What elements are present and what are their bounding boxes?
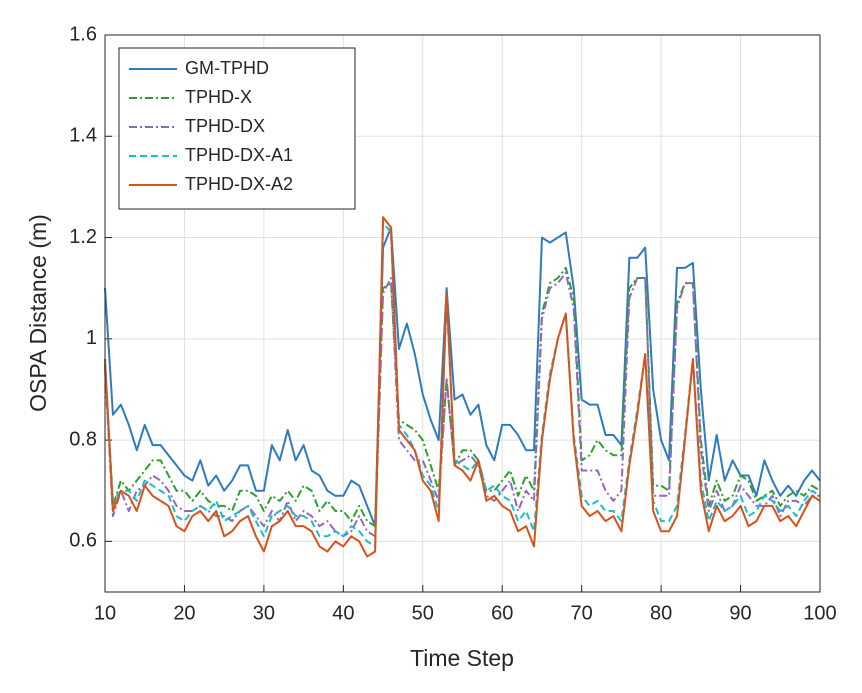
x-tick-label: 70 (571, 602, 593, 624)
x-tick-label: 50 (412, 602, 434, 624)
legend-label: TPHD-DX-A2 (185, 174, 293, 194)
x-tick-label: 20 (173, 602, 195, 624)
x-axis-label: Time Step (410, 645, 514, 671)
legend-label: TPHD-DX (185, 116, 265, 136)
y-tick-label: 1.6 (69, 23, 97, 45)
x-tick-label: 80 (650, 602, 672, 624)
x-tick-label: 10 (94, 602, 116, 624)
x-tick-label: 100 (803, 602, 836, 624)
x-tick-label: 40 (332, 602, 354, 624)
y-tick-label: 0.6 (69, 530, 97, 552)
series-line (104, 226, 821, 528)
y-tick-label: 1 (86, 327, 97, 349)
series-line (104, 266, 821, 528)
series-line (104, 216, 821, 558)
legend-box (118, 47, 356, 210)
x-tick-label: 30 (253, 602, 275, 624)
legend-label: TPHD-DX-A1 (185, 145, 293, 165)
y-tick-label: 0.8 (69, 428, 97, 450)
series-line (104, 271, 820, 538)
y-tick-label: 1.4 (69, 125, 97, 147)
legend: GM-TPHD TPHD-X TPHD-DX TPHD-DX-A1 TPHD-DX-A2 (118, 47, 356, 210)
x-tick-label: 90 (729, 602, 751, 624)
legend-label: GM-TPHD (185, 58, 269, 78)
legend-label: TPHD-X (185, 87, 252, 107)
x-tick-label: 60 (491, 602, 513, 624)
plot-frame (104, 34, 821, 593)
y-tick-label: 1.2 (69, 226, 97, 248)
y-axis-label: OSPA Distance (m) (25, 214, 51, 412)
